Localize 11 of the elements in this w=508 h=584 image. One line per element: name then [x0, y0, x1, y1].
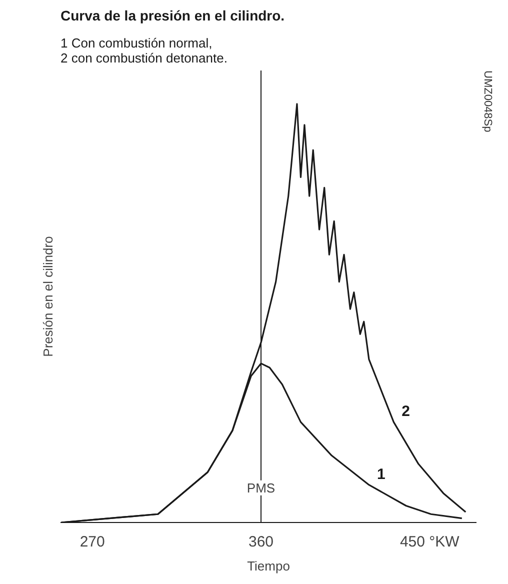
- chart-subtitle: 1 Con combustión normal, 2 con combustión detonante.: [60, 36, 228, 66]
- x-tick-label: 270: [80, 534, 105, 550]
- x-tick-label: 360: [248, 534, 274, 550]
- y-axis-title: Presión en el cilindro: [40, 236, 56, 357]
- chart-title: Curva de la presión en el cilindro.: [60, 8, 285, 24]
- ref-line-label: PMS: [246, 480, 276, 496]
- series-label: 2: [402, 403, 410, 420]
- series-label: 1: [376, 466, 386, 483]
- x-axis-title: Tiempo: [247, 558, 290, 574]
- x-tick-label: 450 °KW: [400, 534, 460, 550]
- text: UMZ0048Sp: [482, 70, 494, 132]
